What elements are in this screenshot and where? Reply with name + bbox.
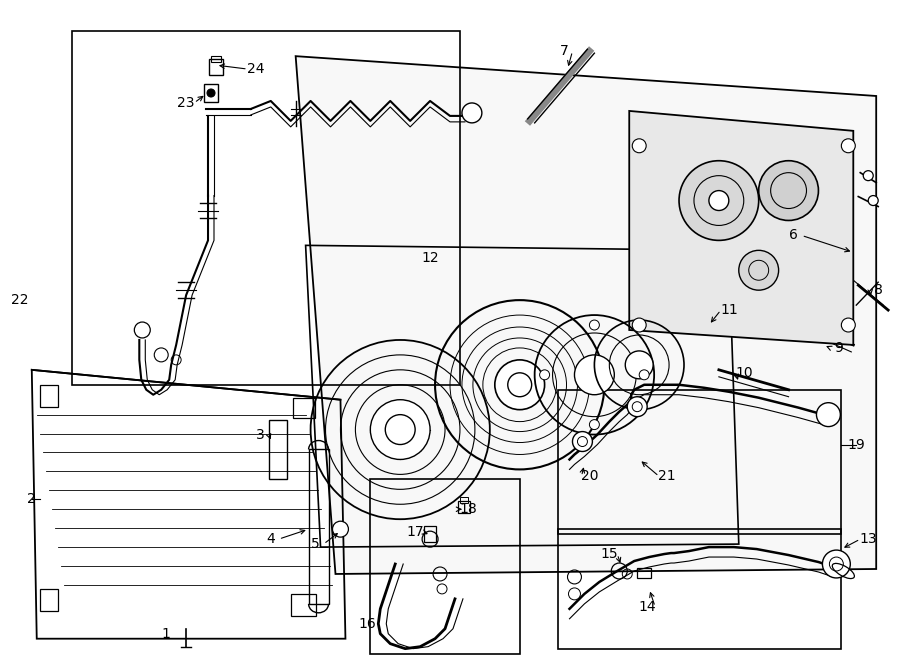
Circle shape <box>759 161 818 221</box>
Circle shape <box>627 397 647 416</box>
Circle shape <box>863 171 873 180</box>
Text: 9: 9 <box>834 341 842 355</box>
Circle shape <box>842 139 855 153</box>
Circle shape <box>332 521 348 537</box>
Bar <box>72 31 460 385</box>
Bar <box>370 479 519 654</box>
Text: 1: 1 <box>162 627 171 641</box>
Circle shape <box>679 161 759 241</box>
Circle shape <box>830 557 843 571</box>
Text: 16: 16 <box>358 617 376 631</box>
Circle shape <box>540 370 550 380</box>
Text: 22: 22 <box>11 293 29 307</box>
Bar <box>204 84 218 102</box>
Text: 12: 12 <box>421 251 439 265</box>
Text: 10: 10 <box>735 366 752 380</box>
Text: 20: 20 <box>580 469 598 483</box>
Text: 14: 14 <box>638 600 656 614</box>
Text: 24: 24 <box>248 62 265 76</box>
Circle shape <box>709 190 729 210</box>
Circle shape <box>632 318 646 332</box>
Text: 19: 19 <box>848 438 865 451</box>
Circle shape <box>370 400 430 459</box>
Text: 7: 7 <box>560 44 569 58</box>
Circle shape <box>816 403 841 426</box>
Bar <box>269 420 287 479</box>
Circle shape <box>639 370 649 380</box>
Circle shape <box>632 139 646 153</box>
Bar <box>637 568 652 578</box>
Bar <box>291 594 316 616</box>
Text: 17: 17 <box>406 525 424 539</box>
Bar <box>424 526 436 542</box>
Polygon shape <box>629 111 853 345</box>
Circle shape <box>626 351 653 379</box>
Bar <box>292 398 315 418</box>
Circle shape <box>578 436 588 447</box>
Text: 21: 21 <box>658 469 676 483</box>
Text: 15: 15 <box>600 547 618 561</box>
Bar <box>40 385 58 407</box>
Text: 3: 3 <box>256 428 266 442</box>
Circle shape <box>572 432 592 451</box>
Circle shape <box>823 550 850 578</box>
Text: 23: 23 <box>177 96 195 110</box>
Circle shape <box>632 402 643 412</box>
Circle shape <box>508 373 532 397</box>
Text: 6: 6 <box>789 229 798 243</box>
Circle shape <box>462 103 482 123</box>
Circle shape <box>590 320 599 330</box>
Text: 18: 18 <box>459 502 477 516</box>
Circle shape <box>590 420 599 430</box>
Bar <box>458 501 470 513</box>
Text: 5: 5 <box>311 537 320 551</box>
Circle shape <box>842 318 855 332</box>
Polygon shape <box>296 56 877 574</box>
Circle shape <box>574 355 615 395</box>
Circle shape <box>207 89 215 97</box>
Bar <box>557 390 842 534</box>
Circle shape <box>739 251 778 290</box>
Circle shape <box>868 196 878 206</box>
Bar <box>40 589 58 611</box>
Text: 11: 11 <box>720 303 738 317</box>
Circle shape <box>495 360 544 410</box>
Bar <box>211 56 221 62</box>
Text: 13: 13 <box>860 532 877 546</box>
Text: 8: 8 <box>874 283 883 297</box>
Bar <box>557 529 842 648</box>
Text: 2: 2 <box>27 492 36 506</box>
Circle shape <box>134 322 150 338</box>
Bar <box>460 497 468 503</box>
Bar <box>209 59 223 75</box>
Circle shape <box>385 414 415 444</box>
Text: 4: 4 <box>266 532 275 546</box>
Bar <box>309 449 328 604</box>
